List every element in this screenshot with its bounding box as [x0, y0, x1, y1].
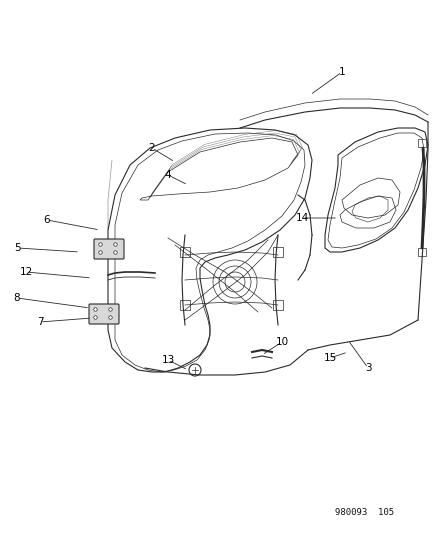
Text: 12: 12	[19, 267, 32, 277]
Bar	[417, 139, 425, 147]
Text: 7: 7	[37, 317, 43, 327]
FancyBboxPatch shape	[94, 239, 124, 259]
Text: 14: 14	[295, 213, 308, 223]
Bar	[417, 248, 425, 256]
FancyBboxPatch shape	[89, 304, 119, 324]
Bar	[272, 300, 283, 310]
Bar	[180, 300, 190, 310]
Text: 4: 4	[164, 170, 171, 180]
Text: 2: 2	[148, 143, 155, 153]
Bar	[272, 247, 283, 257]
Text: 5: 5	[14, 243, 21, 253]
Text: 15: 15	[323, 353, 336, 363]
Text: 980093  105: 980093 105	[334, 508, 393, 517]
Bar	[180, 247, 190, 257]
Text: 8: 8	[14, 293, 20, 303]
Text: 3: 3	[364, 363, 371, 373]
Text: 10: 10	[275, 337, 288, 347]
Text: 13: 13	[161, 355, 174, 365]
Text: 1: 1	[338, 67, 345, 77]
Text: 6: 6	[44, 215, 50, 225]
